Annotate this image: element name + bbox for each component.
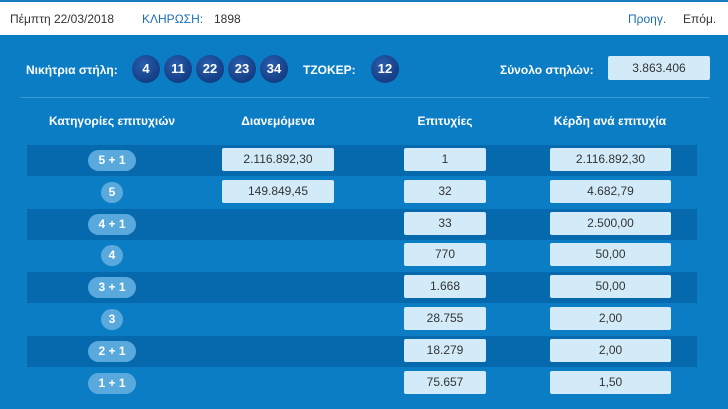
table-row: 3 28.755 2,00 — [27, 304, 697, 335]
category-badge: 4 — [101, 245, 123, 267]
table-row: 5 149.849,45 32 4.682,79 — [27, 177, 697, 208]
distributed-value: 149.849,45 — [222, 179, 334, 203]
prize-value: 2.500,00 — [550, 211, 671, 235]
column-header-category: Κατηγορίες επιτυχιών — [48, 114, 176, 128]
winning-column-label: Νικήτρια στήλη: — [26, 63, 118, 77]
divider — [20, 97, 710, 98]
draw-label: ΚΛΗΡΩΣΗ: — [142, 12, 204, 26]
winning-number-ball: 11 — [164, 55, 192, 83]
winners-value: 75.657 — [404, 370, 486, 394]
prize-value: 2.116.892,30 — [550, 148, 671, 171]
winning-number-ball: 4 — [132, 55, 160, 83]
prize-value: 2,00 — [550, 338, 671, 362]
total-columns-label: Σύνολο στηλών: — [500, 63, 594, 77]
joker-label: ΤΖΟΚΕΡ: — [303, 63, 356, 77]
winning-number-ball: 34 — [260, 55, 288, 83]
table-row: 1 + 1 75.657 1,50 — [27, 368, 697, 399]
category-badge: 4 + 1 — [88, 213, 136, 235]
table-row: 4 770 50,00 — [27, 240, 697, 271]
winners-value: 32 — [404, 179, 486, 203]
column-header-distributed: Διανεμόμενα — [241, 114, 315, 128]
joker-ball: 12 — [371, 55, 399, 83]
table-row: 4 + 1 33 2.500,00 — [27, 208, 697, 240]
prize-value: 50,00 — [550, 243, 671, 267]
table-row: 2 + 1 18.279 2,00 — [27, 335, 697, 367]
draw-header: Πέμπτη 22/03/2018 ΚΛΗΡΩΣΗ: 1898 Προηγ. Ε… — [0, 0, 728, 35]
prize-value: 4.682,79 — [550, 179, 671, 203]
winning-number-ball: 22 — [196, 55, 224, 83]
winners-value: 1.668 — [404, 275, 486, 299]
prize-value: 1,50 — [550, 370, 671, 394]
winners-value: 18.279 — [404, 338, 486, 362]
category-badge: 1 + 1 — [88, 372, 136, 394]
category-badge: 3 + 1 — [88, 277, 136, 299]
table-row: 3 + 1 1.668 50,00 — [27, 272, 697, 304]
draw-date: Πέμπτη 22/03/2018 — [10, 12, 115, 26]
distributed-value: 2.116.892,30 — [222, 148, 334, 171]
column-header-prize: Κέρδη ανά επιτυχία — [553, 114, 667, 128]
table-row: 5 + 1 2.116.892,30 1 2.116.892,30 — [27, 145, 697, 176]
prize-value: 50,00 — [550, 275, 671, 299]
winning-number-ball: 23 — [228, 55, 256, 83]
previous-draw-link[interactable]: Προηγ. — [628, 12, 667, 26]
prize-value: 2,00 — [550, 307, 671, 330]
category-badge: 5 — [101, 181, 123, 203]
results-panel: Νικήτρια στήλη: 4 11 22 23 34 ΤΖΟΚΕΡ: 12… — [0, 35, 728, 409]
category-badge: 5 + 1 — [88, 150, 136, 171]
winners-value: 33 — [404, 211, 486, 235]
winners-value: 1 — [404, 148, 486, 171]
winners-value: 28.755 — [404, 307, 486, 330]
column-header-winners: Επιτυχίες — [417, 114, 473, 128]
draw-number: 1898 — [214, 12, 241, 26]
category-badge: 2 + 1 — [88, 340, 136, 362]
category-badge: 3 — [101, 309, 123, 330]
total-columns-value: 3.863.406 — [608, 56, 710, 80]
next-draw-link[interactable]: Επόμ. — [683, 12, 717, 26]
winners-value: 770 — [404, 243, 486, 267]
